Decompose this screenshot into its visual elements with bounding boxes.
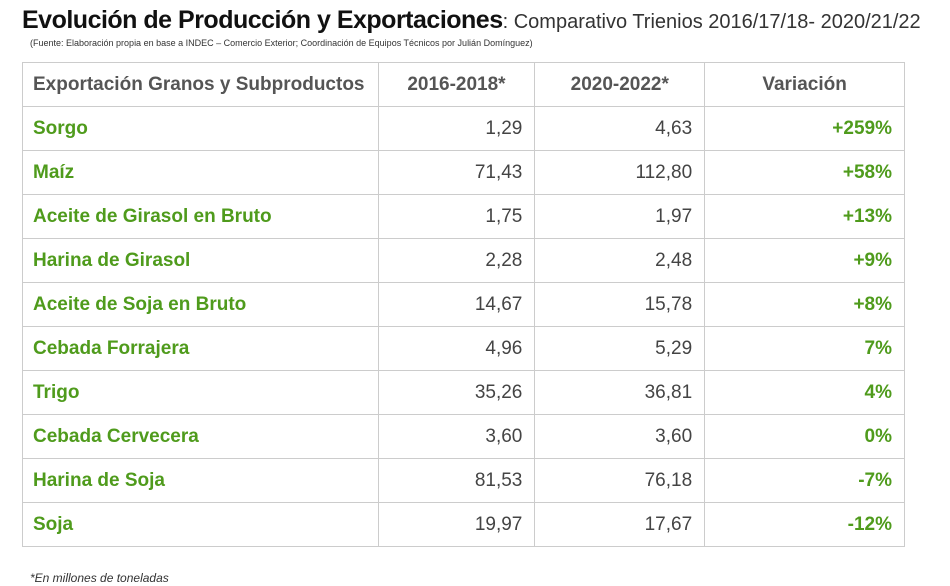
table-row: Maíz 71,43 112,80 +58% <box>22 150 905 195</box>
product-name: Harina de Girasol <box>22 238 379 283</box>
value-cell: 76,18 <box>534 458 706 503</box>
table-row: Trigo 35,26 36,81 4% <box>22 370 905 415</box>
variation-cell: +13% <box>704 194 905 239</box>
source: (Fuente: Elaboración propia en base a IN… <box>30 38 533 48</box>
table-row: Cebada Forrajera 4,96 5,29 7% <box>22 326 905 371</box>
variation-cell: +259% <box>704 106 905 151</box>
product-name: Aceite de Soja en Bruto <box>22 282 379 327</box>
product-name: Maíz <box>22 150 379 195</box>
header-row: Exportación Granos y Subproductos 2016-20… <box>22 62 905 107</box>
value-cell: 14,67 <box>377 282 536 327</box>
table-row: Harina de Girasol 2,28 2,48 +9% <box>22 238 905 283</box>
product-name: Soja <box>22 502 379 547</box>
variation-cell: +58% <box>704 150 905 195</box>
product-name: Harina de Soja <box>22 458 379 503</box>
column-header: 2020-2022* <box>534 62 706 107</box>
footnote: *En millones de toneladas <box>30 571 169 585</box>
column-header: Exportación Granos y Subproductos <box>22 62 379 107</box>
variation-cell: 4% <box>704 370 905 415</box>
variation-cell: -7% <box>704 458 905 503</box>
title-block: Evolución de Producción y Exportaciones:… <box>22 6 921 35</box>
value-cell: 2,48 <box>534 238 706 283</box>
value-cell: 81,53 <box>377 458 536 503</box>
value-cell: 5,29 <box>534 326 706 371</box>
value-cell: 15,78 <box>534 282 706 327</box>
table-row: Harina de Soja 81,53 76,18 -7% <box>22 458 905 503</box>
variation-cell: +9% <box>704 238 905 283</box>
value-cell: 112,80 <box>534 150 706 195</box>
value-cell: 3,60 <box>377 414 536 459</box>
value-cell: 4,96 <box>377 326 536 371</box>
product-name: Aceite de Girasol en Bruto <box>22 194 379 239</box>
table: Exportación Granos y Subproductos 2016-20… <box>22 62 905 547</box>
value-cell: 1,97 <box>534 194 706 239</box>
product-name: Cebada Cervecera <box>22 414 379 459</box>
table-row: Cebada Cervecera 3,60 3,60 0% <box>22 414 905 459</box>
variation-cell: +8% <box>704 282 905 327</box>
value-cell: 1,29 <box>377 106 536 151</box>
value-cell: 2,28 <box>377 238 536 283</box>
table-body: Sorgo 1,29 4,63 +259% Maíz 71,43 112,80 +58% Ace… <box>22 106 905 547</box>
value-cell: 3,60 <box>534 414 706 459</box>
value-cell: 17,67 <box>534 502 706 547</box>
table-row: Aceite de Girasol en Bruto 1,75 1,97 +13% <box>22 194 905 239</box>
column-header: Variación <box>704 62 905 107</box>
value-cell: 19,97 <box>377 502 536 547</box>
value-cell: 36,81 <box>534 370 706 415</box>
value-cell: 1,75 <box>377 194 536 239</box>
product-name: Cebada Forrajera <box>22 326 379 371</box>
subtitle: : Comparativo Trienios 2016/17/18- 2020/… <box>502 11 921 33</box>
table-row: Aceite de Soja en Bruto 14,67 15,78 +8% <box>22 282 905 327</box>
product-name: Sorgo <box>22 106 379 151</box>
value-cell: 71,43 <box>377 150 536 195</box>
value-cell: 35,26 <box>377 370 536 415</box>
value-cell: 4,63 <box>534 106 706 151</box>
variation-cell: 7% <box>704 326 905 371</box>
product-name: Trigo <box>22 370 379 415</box>
variation-cell: 0% <box>704 414 905 459</box>
column-header: 2016-2018* <box>377 62 536 107</box>
table-row: Sorgo 1,29 4,63 +259% <box>22 106 905 151</box>
title: Evolución de Producción y Exportaciones <box>22 6 503 34</box>
table-row: Soja 19,97 17,67 -12% <box>22 502 905 547</box>
variation-cell: -12% <box>704 502 905 547</box>
